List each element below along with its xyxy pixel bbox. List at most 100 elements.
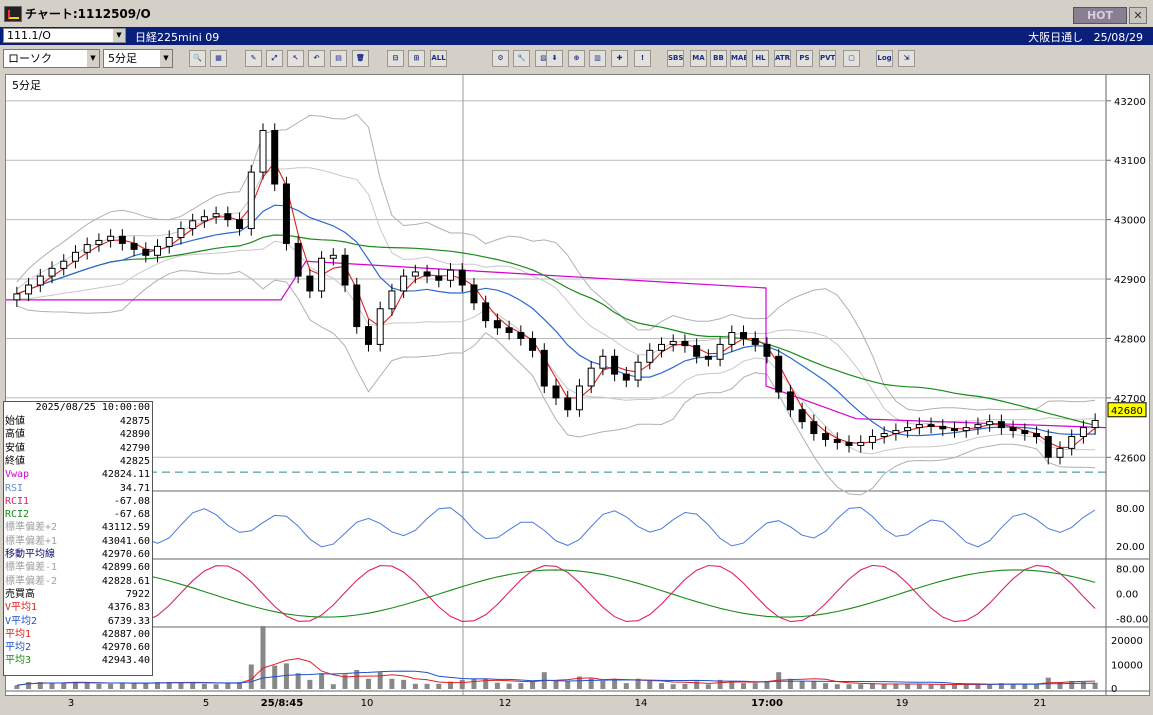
data-row-value: 42970.60 xyxy=(101,642,150,654)
trash-icon[interactable]: 🗑 xyxy=(352,50,369,67)
ps-label[interactable]: PS xyxy=(796,50,813,67)
session-label: 大阪日通し xyxy=(1028,31,1084,44)
candle-body xyxy=(751,337,759,345)
candle-body xyxy=(915,424,923,429)
candle-body xyxy=(1021,430,1029,435)
interval-select[interactable]: 5分足 ▼ xyxy=(103,49,173,68)
volume-bar xyxy=(389,678,395,689)
data-row-label: 標準偏差+2 xyxy=(5,522,58,534)
volume-bar xyxy=(787,678,793,689)
settings-icon[interactable]: ⚙ xyxy=(492,50,509,67)
candle-body xyxy=(318,257,326,292)
mae-label[interactable]: MAE xyxy=(730,50,747,67)
candle-body xyxy=(880,433,888,438)
candle-body xyxy=(447,269,455,281)
volume-bar xyxy=(412,683,418,689)
bb-label[interactable]: BB xyxy=(710,50,727,67)
volume-bar xyxy=(998,683,1004,689)
candle-body xyxy=(423,271,431,277)
rci-tick-label: 80.00 xyxy=(1116,564,1145,575)
wrench-icon[interactable]: 🔧 xyxy=(513,50,530,67)
download-icon[interactable]: ⬇ xyxy=(546,50,563,67)
data-row: Vwap 42824.11 xyxy=(5,468,151,481)
close-icon[interactable]: ✕ xyxy=(1129,7,1147,24)
chart-app-icon xyxy=(4,6,22,22)
zoom-icon[interactable]: ⊕ xyxy=(568,50,585,67)
hl-label[interactable]: HL xyxy=(752,50,769,67)
candle-body xyxy=(540,349,548,387)
log-label[interactable]: Log xyxy=(876,50,893,67)
vline-icon[interactable]: ⊞ xyxy=(408,50,425,67)
layout-icon[interactable]: ▦ xyxy=(210,50,227,67)
candle-body xyxy=(282,183,290,244)
candle-body xyxy=(564,397,572,411)
volume-bar xyxy=(530,680,536,689)
candle-body xyxy=(259,130,267,173)
bollinger-lower1-line xyxy=(16,240,1096,455)
data-row: 売買高 7922 xyxy=(5,588,151,601)
time-tick-label: 19 xyxy=(895,698,909,709)
chevron-down-icon[interactable]: ▼ xyxy=(160,50,172,67)
bar-chart-icon[interactable]: ▥ xyxy=(589,50,606,67)
candle-body xyxy=(693,345,701,357)
candle-body xyxy=(974,424,982,429)
draw-icon[interactable]: ⤢ xyxy=(266,50,283,67)
notes-icon[interactable]: ▤ xyxy=(330,50,347,67)
chart-type-select[interactable]: ローソク ▼ xyxy=(3,49,100,68)
candle-body xyxy=(48,267,56,277)
volume-bar xyxy=(506,683,512,689)
volume-bar xyxy=(178,682,184,689)
volume-bar xyxy=(143,683,149,689)
data-row-value: 4376.83 xyxy=(107,602,150,614)
alert-icon[interactable]: ! xyxy=(634,50,651,67)
candle-body xyxy=(657,343,665,351)
volume-bar xyxy=(401,679,407,689)
undo-icon[interactable]: ↶ xyxy=(308,50,325,67)
chevron-down-icon[interactable]: ▼ xyxy=(87,50,99,67)
chart-canvas[interactable]: 43200 43100 43000 42900 42800 42700 42600 5分足 42… xyxy=(6,75,1149,695)
candle-body xyxy=(517,332,525,339)
data-row-label: V平均2 xyxy=(5,615,38,627)
rci-tick-label: -80.00 xyxy=(1116,615,1148,626)
cross-icon[interactable]: ✚ xyxy=(611,50,628,67)
data-row-value: 42824.11 xyxy=(101,469,150,481)
symbol-select[interactable]: 111.1/O ▼ xyxy=(3,28,126,43)
candle-body xyxy=(845,441,853,446)
pen-icon[interactable]: ✎ xyxy=(245,50,262,67)
data-row: 標準偏差+2 43112.59 xyxy=(5,521,151,534)
atr-label[interactable]: ATR xyxy=(774,50,791,67)
candle-body xyxy=(130,242,138,250)
chart-area[interactable]: 43200 43100 43000 42900 42800 42700 42600 5分足 42… xyxy=(5,74,1150,696)
search-icon[interactable]: 🔍 xyxy=(189,50,206,67)
chevron-down-icon[interactable]: ▼ xyxy=(113,29,125,42)
volume-bar xyxy=(963,684,969,689)
sbs-label[interactable]: SBS xyxy=(667,50,684,67)
candle-body xyxy=(810,421,818,435)
all-label[interactable]: ALL xyxy=(430,50,447,67)
hline-icon[interactable]: ⊟ xyxy=(387,50,404,67)
ma-label[interactable]: MA xyxy=(690,50,707,67)
volume-bar xyxy=(272,665,278,689)
volume-bar xyxy=(96,683,102,689)
cursor-icon[interactable]: ↖ xyxy=(287,50,304,67)
candle-body xyxy=(1056,447,1064,458)
symbol-code: 111.1/O xyxy=(7,29,51,42)
hot-button[interactable]: HOT xyxy=(1073,7,1127,24)
volume-tick-label: 20000 xyxy=(1111,636,1143,647)
volume-bar xyxy=(893,684,899,689)
data-row-label: V平均1 xyxy=(5,602,38,614)
candle-body xyxy=(857,441,865,446)
volume-ma2-line xyxy=(16,670,1096,686)
data-row-value: 7922 xyxy=(125,588,150,600)
title-bar[interactable]: チャート:1112509/O HOT ✕ xyxy=(0,0,1153,26)
pvt-label[interactable]: PVT xyxy=(819,50,836,67)
volume-bar xyxy=(717,679,723,689)
data-row-label: 始値 xyxy=(5,416,25,427)
candle-body xyxy=(212,213,220,218)
export-icon[interactable]: ⇲ xyxy=(898,50,915,67)
candle-body xyxy=(107,235,115,241)
chart-type-value: ローソク xyxy=(8,52,52,65)
volume-bar xyxy=(518,683,524,689)
candle-body xyxy=(294,242,302,277)
frame-icon[interactable]: ▢ xyxy=(843,50,860,67)
